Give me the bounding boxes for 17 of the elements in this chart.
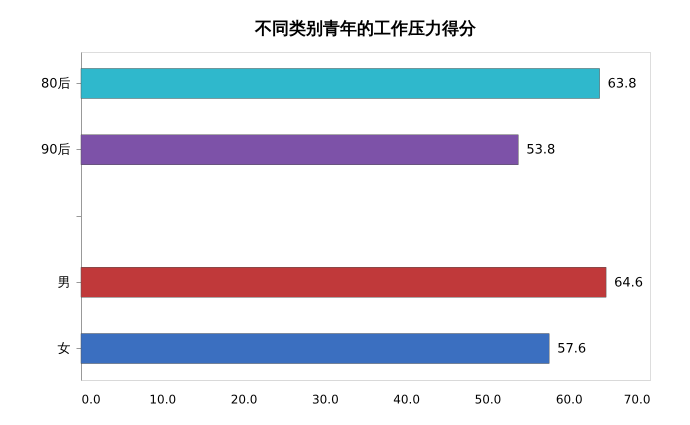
data-label: 64.6 xyxy=(614,275,644,290)
data-label: 57.6 xyxy=(557,342,586,357)
y-tick-label: 90后 xyxy=(40,142,70,158)
x-tick-label: 10.0 xyxy=(149,392,176,406)
x-tick-label: 40.0 xyxy=(393,392,420,406)
x-tick-label: 0.0 xyxy=(82,392,101,406)
data-label: 63.8 xyxy=(608,76,637,92)
data-label: 53.8 xyxy=(526,142,556,158)
chart-title: 不同类别青年的工作压力得分 xyxy=(254,19,477,39)
y-tick-label: 80后 xyxy=(40,76,70,92)
x-tick-label: 20.0 xyxy=(230,392,258,406)
y-tick-label: 男 xyxy=(58,275,70,290)
x-tick-label: 30.0 xyxy=(312,392,339,406)
x-tick-label: 50.0 xyxy=(474,392,502,406)
y-tick-label: 女 xyxy=(58,342,70,357)
x-tick-label: 60.0 xyxy=(556,392,583,406)
x-tick-label: 70.0 xyxy=(624,392,650,406)
